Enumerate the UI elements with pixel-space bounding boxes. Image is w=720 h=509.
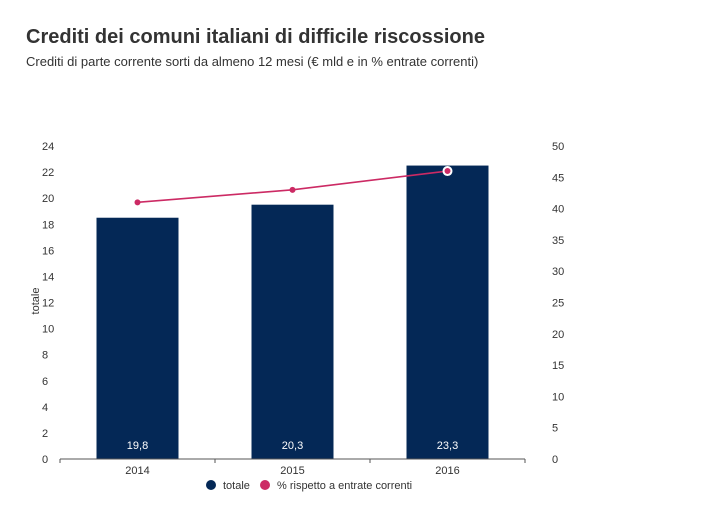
- bar-data-label: 19,8: [127, 440, 148, 452]
- chart-title: Crediti dei comuni italiani di difficile…: [26, 26, 485, 48]
- left-tick-label: 22: [42, 167, 54, 179]
- left-tick-label: 24: [42, 141, 54, 153]
- legend-label-percent: % rispetto a entrate correnti: [277, 480, 412, 492]
- bar: [96, 217, 179, 459]
- x-tick-label: 2015: [280, 465, 304, 477]
- line-point: [134, 199, 141, 206]
- line-point: [442, 166, 453, 177]
- x-tick-label: 2014: [125, 465, 149, 477]
- right-tick-label: 35: [552, 235, 564, 247]
- right-tick-label: 30: [552, 266, 564, 278]
- bar: [406, 165, 489, 459]
- right-tick-label: 50: [552, 141, 564, 153]
- line-path: [137, 170, 448, 204]
- right-tick-label: 25: [552, 298, 564, 310]
- right-tick-label: 15: [552, 360, 564, 372]
- legend-swatch-percent: [260, 480, 270, 490]
- left-tick-label: 4: [42, 402, 48, 414]
- left-tick-label: 12: [42, 298, 54, 310]
- bar: [251, 204, 334, 459]
- right-tick-label: 5: [552, 423, 558, 435]
- legend-swatch-totale: [206, 480, 216, 490]
- right-tick-label: 0: [552, 454, 558, 466]
- right-tick-label: 45: [552, 172, 564, 184]
- right-tick-label: 10: [552, 391, 564, 403]
- left-tick-label: 16: [42, 245, 54, 257]
- left-tick-label: 20: [42, 193, 54, 205]
- chart-subtitle: Crediti di parte corrente sorti da almen…: [26, 54, 479, 69]
- bar-data-label: 20,3: [282, 440, 303, 452]
- bars: [96, 165, 489, 459]
- right-axis-ticks: 0 5 10 15 20 25 30 35 40 45 50: [552, 141, 564, 466]
- left-tick-label: 14: [42, 271, 54, 283]
- x-axis-ticks: 2014 2015 2016: [59, 459, 526, 477]
- line-point: [289, 186, 296, 193]
- bar-data-labels: 19,8 20,3 23,3: [127, 440, 458, 452]
- right-tick-label: 20: [552, 329, 564, 341]
- left-tick-label: 6: [42, 376, 48, 388]
- bar-data-label: 23,3: [437, 440, 458, 452]
- y-axis-label: totale: [30, 288, 42, 315]
- left-tick-label: 2: [42, 428, 48, 440]
- legend-label-totale: totale: [223, 480, 250, 492]
- legend: totale % rispetto a entrate correnti: [206, 480, 412, 492]
- x-tick-label: 2016: [435, 465, 459, 477]
- left-tick-label: 18: [42, 219, 54, 231]
- right-tick-label: 40: [552, 204, 564, 216]
- left-tick-label: 0: [42, 454, 48, 466]
- left-tick-label: 8: [42, 350, 48, 362]
- left-tick-label: 10: [42, 324, 54, 336]
- line-series: [134, 166, 453, 206]
